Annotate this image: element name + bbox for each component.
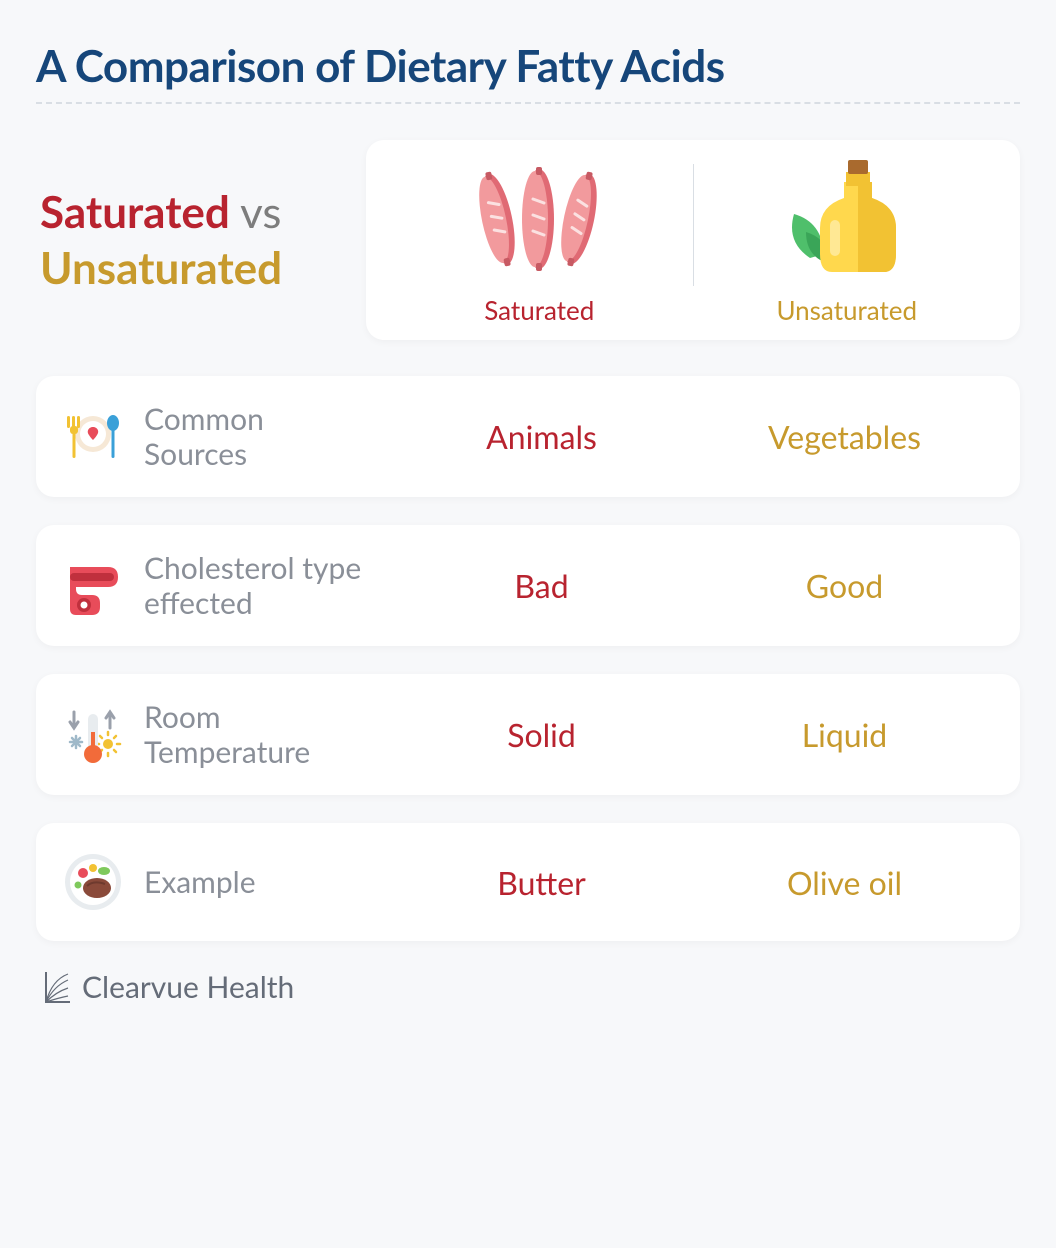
row-value-unsaturated: Liquid [693,715,996,754]
category-line2: Sources [144,437,264,472]
row-category: Example [60,849,390,915]
row-value-saturated: Animals [390,417,693,456]
header-label-unsaturated: Unsaturated [776,294,917,326]
row-category: Common Sources [60,402,390,471]
row-category-text: Cholesterol type effected [144,551,361,620]
oil-bottle-icon [772,154,922,284]
subtitle-unsaturated: Unsaturated [40,242,366,294]
fork-plate-spoon-icon [60,404,126,470]
header-label-saturated: Saturated [484,294,594,326]
row-value-saturated: Solid [390,715,693,754]
category-line1: Common [144,402,264,437]
thermometer-icon [60,702,126,768]
row-room-temperature: Room Temperature Solid Liquid [36,674,1020,795]
header-row: Saturated vs Unsaturated [36,140,1020,340]
subtitle-line1: Saturated vs [40,186,366,238]
blood-vessel-icon [60,553,126,619]
footer: Clearvue Health [36,969,1020,1005]
page-title: A Comparison of Dietary Fatty Acids [36,40,1020,102]
footer-brand: Clearvue Health [82,969,294,1005]
header-card-saturated: Saturated [386,154,693,326]
row-category-text: Common Sources [144,402,264,471]
title-divider [36,102,1020,104]
row-cholesterol: Cholesterol type effected Bad Good [36,525,1020,646]
logo-icon [42,970,72,1004]
subtitle: Saturated vs Unsaturated [36,140,366,340]
row-category: Cholesterol type effected [60,551,390,620]
row-common-sources: Common Sources Animals Vegetables [36,376,1020,497]
row-category-text: Example [144,865,256,900]
row-value-unsaturated: Olive oil [693,863,996,902]
category-line1: Room [144,700,310,735]
row-example: Example Butter Olive oil [36,823,1020,941]
row-value-saturated: Butter [390,863,693,902]
sausages-icon [464,154,614,284]
row-category: Room Temperature [60,700,390,769]
row-value-unsaturated: Good [693,566,996,605]
row-value-saturated: Bad [390,566,693,605]
category-line1: Cholesterol type [144,551,361,586]
header-card-unsaturated: Unsaturated [694,154,1001,326]
subtitle-vs: vs [240,186,281,238]
subtitle-saturated: Saturated [40,186,230,238]
row-value-unsaturated: Vegetables [693,417,996,456]
category-line1: Example [144,865,256,900]
meal-plate-icon [60,849,126,915]
category-line2: Temperature [144,735,310,770]
category-line2: effected [144,586,361,621]
row-category-text: Room Temperature [144,700,310,769]
header-cards: Saturated Unsaturated [366,140,1020,340]
